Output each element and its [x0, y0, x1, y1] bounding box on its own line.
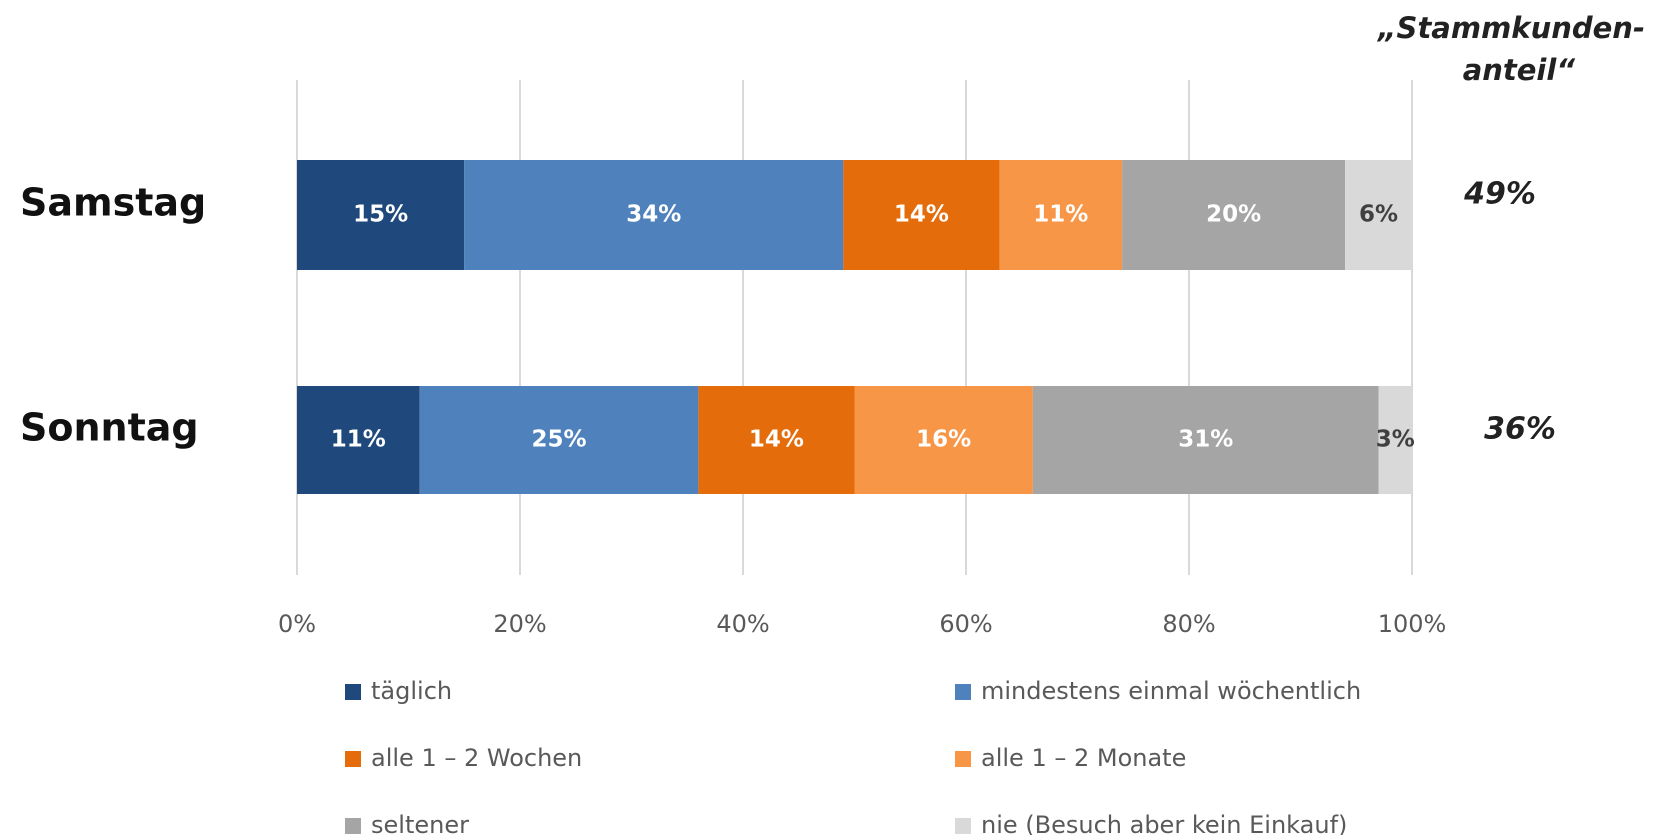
- bar-segment: [1378, 386, 1412, 494]
- x-tick-label: 20%: [493, 610, 546, 638]
- legend-label: mindestens einmal wöchentlich: [981, 677, 1361, 705]
- legend-label: seltener: [371, 811, 469, 835]
- bar-segment: [1122, 160, 1346, 270]
- legend-swatch: [345, 751, 361, 767]
- legend-swatch: [345, 818, 361, 834]
- legend-label: alle 1 – 2 Wochen: [371, 744, 582, 772]
- category-label: Samstag: [20, 181, 206, 225]
- x-tick-label: 40%: [716, 610, 769, 638]
- data-label: 14%: [894, 202, 949, 228]
- x-tick-label: 0%: [278, 610, 316, 638]
- data-label: 20%: [1206, 202, 1261, 228]
- legend-swatch: [955, 818, 971, 834]
- legend-label: nie (Besuch aber kein Einkauf): [981, 811, 1347, 835]
- legend-label: alle 1 – 2 Monate: [981, 744, 1186, 772]
- bar-segment: [1032, 386, 1379, 494]
- data-label: 11%: [331, 427, 386, 453]
- data-label: 31%: [1178, 427, 1233, 453]
- x-tick-label: 80%: [1162, 610, 1215, 638]
- legend-swatch: [955, 751, 971, 767]
- data-label: 11%: [1033, 202, 1088, 228]
- data-label: 34%: [626, 202, 681, 228]
- x-tick-label: 100%: [1378, 610, 1447, 638]
- side-header: „Stammkunden-: [1377, 11, 1645, 45]
- data-label: 16%: [916, 427, 971, 453]
- bar-segment: [419, 386, 699, 494]
- bar-segment: [464, 160, 844, 270]
- side-header: anteil“: [1463, 53, 1576, 87]
- side-label: 49%: [1463, 177, 1536, 212]
- bar-segment: [854, 386, 1033, 494]
- legend-swatch: [345, 684, 361, 700]
- data-label: 25%: [531, 427, 586, 453]
- category-label: Sonntag: [20, 406, 199, 450]
- data-label: 15%: [353, 202, 408, 228]
- bar-segment: [999, 160, 1123, 270]
- legend-swatch: [955, 684, 971, 700]
- bar-segment: [843, 160, 1000, 270]
- bar-segment: [297, 160, 465, 270]
- data-label: 3%: [1376, 427, 1415, 453]
- legend-label: täglich: [371, 677, 452, 705]
- bar-segment: [1345, 160, 1412, 270]
- data-label: 6%: [1359, 202, 1398, 228]
- side-label: 36%: [1484, 412, 1556, 447]
- x-tick-label: 60%: [939, 610, 992, 638]
- bar-segment: [297, 386, 420, 494]
- bar-segment: [698, 386, 855, 494]
- data-label: 14%: [749, 427, 804, 453]
